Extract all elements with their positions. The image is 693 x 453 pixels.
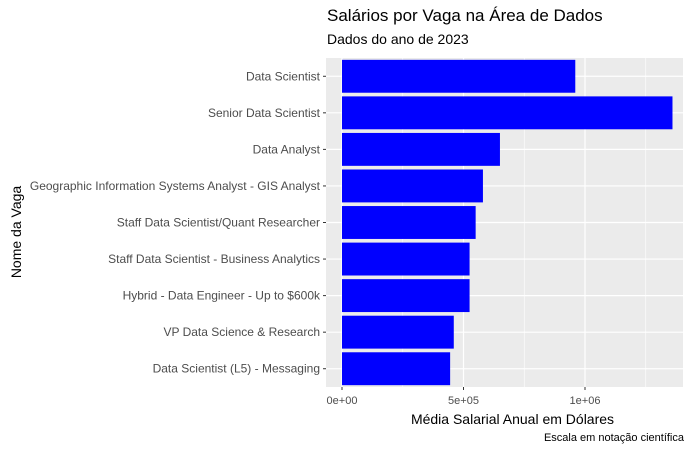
chart-subtitle: Dados do ano de 2023 (327, 31, 469, 47)
bar (342, 169, 483, 203)
y-tick-label: Data Analyst (253, 142, 321, 156)
y-tick-label: Staff Data Scientist - Business Analytic… (108, 252, 320, 266)
y-tick-label: Geographic Information Systems Analyst -… (30, 179, 321, 193)
bar (342, 96, 673, 130)
chart-title: Salários por Vaga na Área de Dados (327, 6, 603, 25)
y-tick-label: VP Data Science & Research (163, 325, 320, 339)
y-tick-label: Staff Data Scientist/Quant Researcher (117, 216, 320, 230)
x-tick-label: 5e+05 (448, 395, 479, 407)
bar (342, 242, 470, 276)
bar (342, 206, 476, 239)
y-tick-label: Data Scientist (246, 69, 321, 83)
bar (342, 59, 576, 93)
y-tick-label: Senior Data Scientist (208, 106, 321, 120)
y-tick-label: Data Scientist (L5) - Messaging (153, 362, 320, 376)
bar (342, 315, 454, 349)
bar (342, 279, 470, 313)
x-tick-label: 0e+00 (327, 395, 358, 407)
bar (342, 132, 500, 166)
y-axis-label: Nome da Vaga (8, 185, 24, 279)
y-tick-label: Hybrid - Data Engineer - Up to $600k (123, 289, 321, 303)
chart-caption: Escala em notação científica (543, 432, 684, 444)
x-tick-label: 1e+06 (570, 395, 601, 407)
x-axis-label: Média Salarial Anual em Dólares (410, 411, 615, 427)
bar (342, 352, 451, 386)
